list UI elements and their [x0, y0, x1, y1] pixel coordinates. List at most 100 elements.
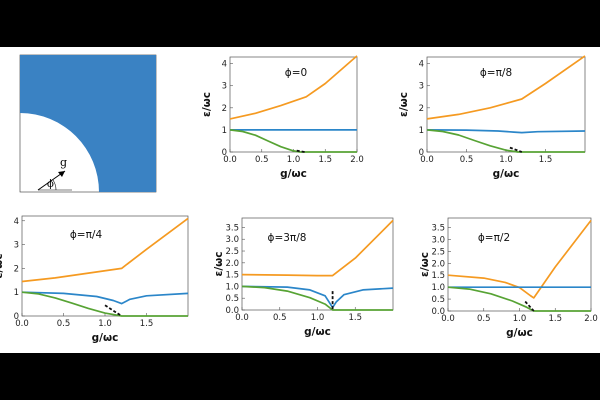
y-tick-label: 1.5	[225, 271, 239, 281]
x-tick-label: 2.0	[584, 314, 598, 324]
phi-value-label: ϕ=3π/8	[268, 232, 307, 244]
y-tick-label: 3.5	[431, 224, 445, 234]
y-tick-label: 2.5	[431, 247, 445, 257]
series-blue	[21, 291, 189, 305]
arrowhead-icon	[58, 171, 65, 177]
y-tick-label: 1	[222, 126, 227, 136]
plot-frame	[447, 217, 592, 312]
y-tick-label: 0	[222, 148, 227, 158]
x-tick-label: 0.5	[57, 319, 71, 329]
y-tick-label: 1	[419, 126, 424, 136]
y-tick-label: 3.0	[431, 235, 445, 245]
y-tick-label: 4	[14, 217, 19, 227]
y-tick-label: 2	[222, 104, 227, 114]
plot-frame	[241, 217, 394, 311]
series-dashed	[104, 304, 123, 317]
series-green	[229, 129, 357, 153]
x-tick-label: 1.5	[140, 319, 154, 329]
x-axis-label: g/ωc	[304, 326, 331, 338]
series-green	[426, 129, 585, 153]
x-axis-label: g/ωc	[493, 168, 520, 180]
phi-arc	[52, 179, 57, 191]
y-tick-label: 2	[419, 104, 424, 114]
chart-5: 0.0 0.5 1.0 1.5 2.0 0.0 0.5 1.0 1.5 2.0 2.5 3.03.5 ϕ…	[419, 217, 598, 339]
series-orange	[447, 219, 592, 299]
g-label: g	[60, 156, 67, 169]
chart-4: 0.0 0.5 1.0 1.50.00.51.01.52.02.53.03.5ϕ=3π…	[213, 217, 394, 338]
y-tick-label: 3.5	[225, 223, 239, 233]
phi-value-label: ϕ=π/4	[70, 229, 103, 241]
y-tick-label: 1	[14, 288, 19, 298]
y-axis-label: ε/ωc	[213, 251, 225, 276]
series-blue	[241, 285, 394, 309]
x-tick-label: 0.0	[441, 314, 455, 324]
phi-value-label: ϕ=π/2	[478, 232, 510, 244]
plot-frame	[21, 215, 189, 317]
x-tick-label: 1.5	[548, 314, 562, 324]
phi-value-label: ϕ=0	[285, 67, 307, 79]
y-axis-label: ε/ωc	[201, 92, 213, 117]
y-tick-label: 2.0	[431, 259, 445, 269]
series-orange	[229, 55, 358, 120]
x-tick-label: 0.0	[223, 155, 237, 165]
x-tick-label: 1.5	[318, 155, 332, 165]
y-axis-label: ε/ωc	[0, 253, 5, 278]
x-tick-label: 1.5	[348, 313, 362, 323]
y-tick-label: 0.5	[225, 294, 239, 304]
y-tick-label: 2.0	[225, 259, 239, 269]
series-green	[447, 286, 591, 312]
y-tick-label: 4	[222, 60, 227, 70]
x-tick-label: 0.0	[420, 155, 434, 165]
x-axis-label: g/ωc	[506, 327, 533, 339]
chart-2: 0.0 0.5 1.0 1.5 0 1 2 3 4 ϕ=π/8 g/ωc ε/ωc	[398, 55, 586, 180]
y-tick-label: 1.5	[431, 271, 445, 281]
x-tick-label: 0.0	[235, 313, 249, 323]
y-tick-label: 0.5	[431, 295, 445, 305]
y-tick-label: 1.0	[225, 282, 239, 292]
x-tick-label: 1.5	[539, 155, 553, 165]
y-tick-label: 2	[14, 264, 19, 274]
y-axis-label: ε/ωc	[398, 92, 410, 117]
x-axis-label: g/ωc	[280, 168, 307, 180]
x-tick-label: 1.0	[287, 155, 301, 165]
series-dashed	[509, 146, 523, 153]
chart-3: 0.0 0.5 1.0 1.5 0 1 2 3 4 ϕ=π/4 g/ωc ε/ωc	[0, 215, 189, 344]
x-tick-label: 1.0	[311, 313, 325, 323]
y-tick-label: 1.0	[431, 283, 445, 293]
phi-value-label: ϕ=π/8	[480, 67, 512, 79]
series-orange	[21, 217, 189, 283]
phase-region	[20, 55, 156, 192]
x-tick-label: 0.5	[255, 155, 269, 165]
x-tick-label: 0.5	[273, 313, 287, 323]
phi-label: ϕ	[47, 179, 54, 190]
y-tick-label: 0.0	[431, 307, 445, 317]
series-blue	[426, 129, 586, 134]
series-green	[241, 285, 393, 311]
series-green	[21, 291, 188, 317]
y-tick-label: 3	[14, 241, 19, 251]
x-axis-label: g/ωc	[92, 332, 119, 344]
x-tick-label: 0.5	[460, 155, 474, 165]
y-tick-label: 0	[14, 312, 19, 322]
series-dashed	[296, 149, 306, 153]
x-tick-label: 1.0	[98, 319, 112, 329]
series-orange	[426, 55, 586, 120]
x-tick-label: 0.5	[477, 314, 491, 324]
x-tick-label: 1.0	[513, 314, 527, 324]
x-tick-label: 1.0	[499, 155, 513, 165]
series-orange	[241, 219, 394, 277]
series-dashed	[524, 300, 535, 312]
y-tick-label: 2.5	[225, 247, 239, 257]
y-tick-label: 3	[419, 82, 424, 92]
y-tick-label: 4	[419, 60, 424, 70]
y-tick-label: 3.0	[225, 235, 239, 245]
y-tick-label: 0	[419, 148, 424, 158]
x-tick-label: 2.0	[350, 155, 364, 165]
x-tick-label: 0.0	[15, 319, 29, 329]
y-tick-label: 3	[222, 82, 227, 92]
chart-1: 0.0 0.5 1.0 1.5 2.0 0 1 2 3 4 ϕ=0 g/ωc ε/ωc	[201, 55, 364, 180]
y-tick-label: 0.0	[225, 306, 239, 316]
